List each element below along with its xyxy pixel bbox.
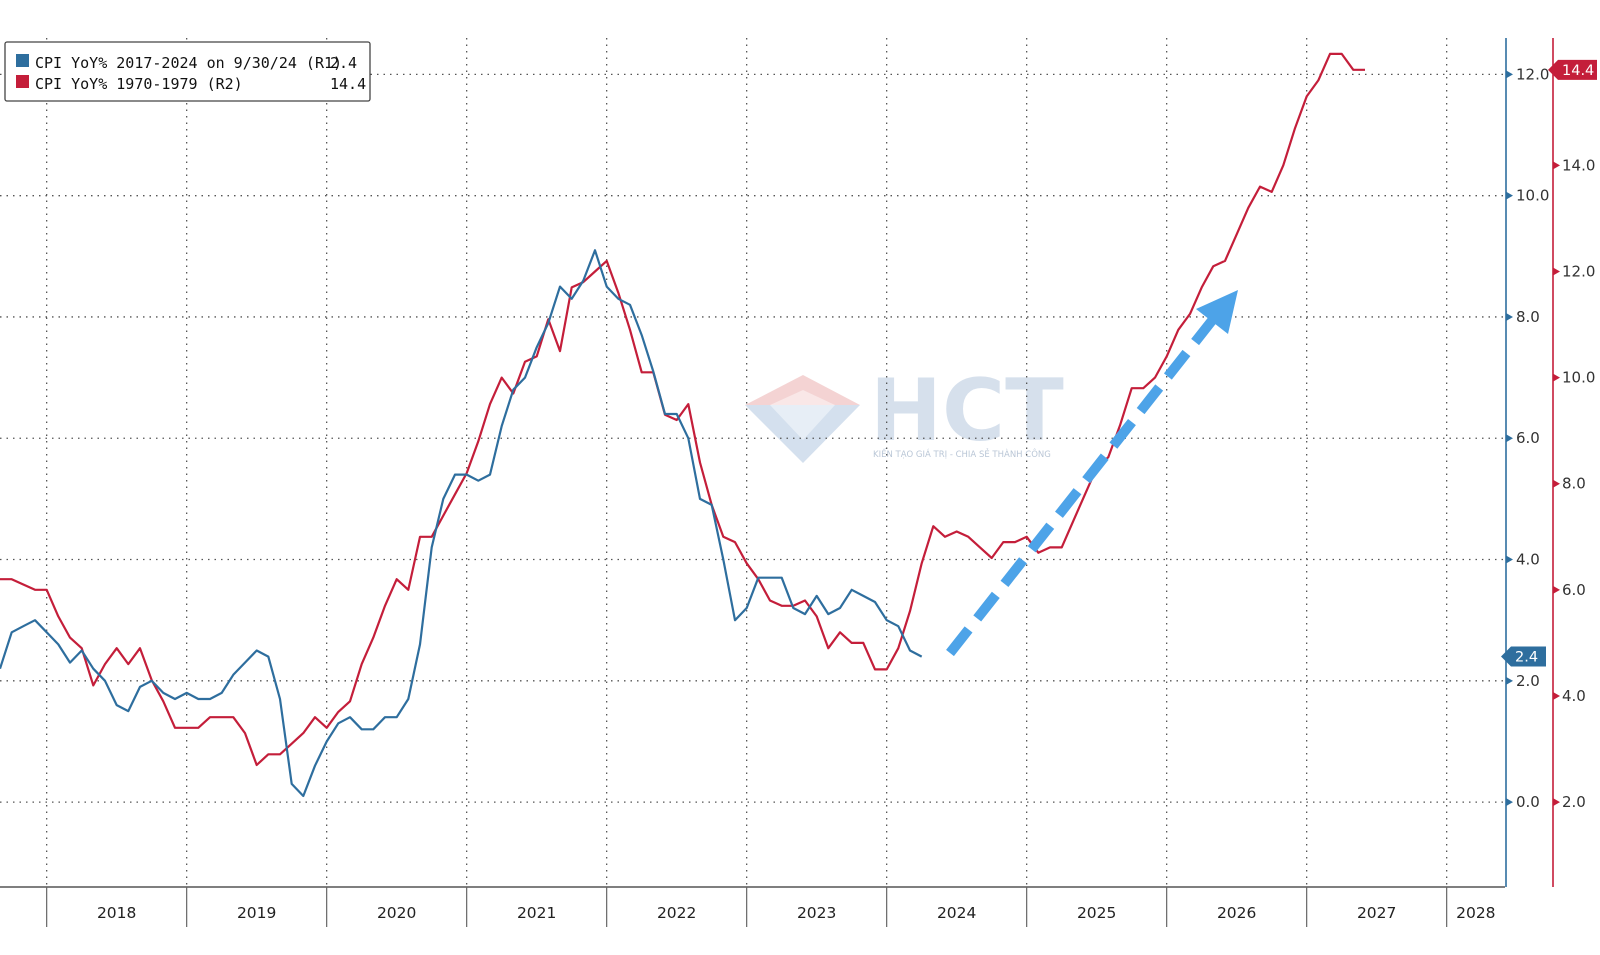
last-value-flag-r1-label: 2.4 <box>1515 650 1538 666</box>
value-flags: 2.4 14.4 <box>1501 59 1597 667</box>
y-r2-tick-label: 8.0 <box>1562 475 1586 493</box>
y-r1-tick-label: 10.0 <box>1516 187 1549 205</box>
series-lines <box>0 52 1365 798</box>
x-tick-label: 2019 <box>237 904 276 922</box>
y-r1-tick <box>1506 191 1513 200</box>
x-tick-label: 2021 <box>517 904 556 922</box>
x-tick-label: 2024 <box>937 904 976 922</box>
y-r1-tick-label: 12.0 <box>1516 65 1549 83</box>
y-r2-tick-label: 6.0 <box>1562 581 1586 599</box>
y-r1-tick <box>1506 676 1513 685</box>
legend-box <box>4 41 371 102</box>
legend-label-r2: CPI YoY% 1970-1979 (R2) <box>35 75 243 93</box>
trend-arrow-icon <box>946 290 1238 657</box>
y-r1-tick-label: 8.0 <box>1516 308 1540 326</box>
last-value-flag-r2-shape <box>1548 59 1597 80</box>
y-r2-tick <box>1553 161 1560 170</box>
x-tick-label: 2025 <box>1077 904 1116 922</box>
series-line-r2 <box>0 52 1365 767</box>
y-r1-tick <box>1506 312 1513 321</box>
x-tick-label: 2026 <box>1217 904 1256 922</box>
y-r1-tick <box>1506 70 1513 79</box>
legend-value-r2: 14.4 <box>330 75 366 93</box>
y-r2-tick <box>1553 798 1560 807</box>
legend-swatch-r1 <box>16 54 29 67</box>
y-r1-tick-label: 4.0 <box>1516 551 1540 569</box>
series-line-r1 <box>0 249 923 798</box>
x-tick-label: 2018 <box>97 904 136 922</box>
y-r2-tick-label: 14.0 <box>1562 156 1595 174</box>
last-value-flag-r2-label: 14.4 <box>1562 63 1594 79</box>
y-r2-tick <box>1553 691 1560 700</box>
y-r2-tick-label: 4.0 <box>1562 687 1586 705</box>
watermark-tagline: KIẾN TẠO GIÁ TRỊ - CHIA SẺ THÀNH CÔNG <box>873 448 1051 460</box>
y-r2-tick <box>1553 267 1560 276</box>
x-tick-label: 2020 <box>377 904 416 922</box>
x-tick-label: 2023 <box>797 904 836 922</box>
y-r1-tick-label: 2.0 <box>1516 672 1540 690</box>
x-tick-label: 2022 <box>657 904 696 922</box>
y-r2-tick-label: 10.0 <box>1562 369 1595 387</box>
y-r2-tick <box>1553 373 1560 382</box>
legend-label-r1: CPI YoY% 2017-2024 on 9/30/24 (R1) <box>35 54 342 72</box>
legend: CPI YoY% 2017-2024 on 9/30/24 (R1) 2.4 C… <box>4 41 371 102</box>
legend-value-r1: 2.4 <box>330 54 357 72</box>
x-tick-label: 2027 <box>1357 904 1396 922</box>
axes: 2018 2019 2020 2021 2022 2023 2024 2025 2026 2027… <box>0 38 1595 927</box>
watermark-logo-icon <box>745 375 860 463</box>
watermark: HCT KIẾN TẠO GIÁ TRỊ - CHIA SẺ THÀNH CÔN… <box>745 361 1064 463</box>
y-r1-tick-label: 6.0 <box>1516 429 1540 447</box>
y-r2-tick-label: 2.0 <box>1562 793 1586 811</box>
last-value-flag-r2: 14.4 <box>1548 59 1597 80</box>
y-r2-tick <box>1553 479 1560 488</box>
legend-swatch-r2 <box>16 75 29 88</box>
last-value-flag-r1-shape <box>1501 646 1546 667</box>
watermark-logo-text: HCT <box>870 361 1064 461</box>
last-value-flag-r1: 2.4 <box>1501 646 1546 667</box>
y-r1-tick <box>1506 434 1513 443</box>
y-r2-tick <box>1553 585 1560 594</box>
y-r1-tick-label: 0.0 <box>1516 793 1540 811</box>
y-r1-tick <box>1506 798 1513 807</box>
x-tick-label: 2028 <box>1456 904 1495 922</box>
y-r1-tick <box>1506 555 1513 564</box>
y-r2-tick-label: 12.0 <box>1562 262 1595 280</box>
